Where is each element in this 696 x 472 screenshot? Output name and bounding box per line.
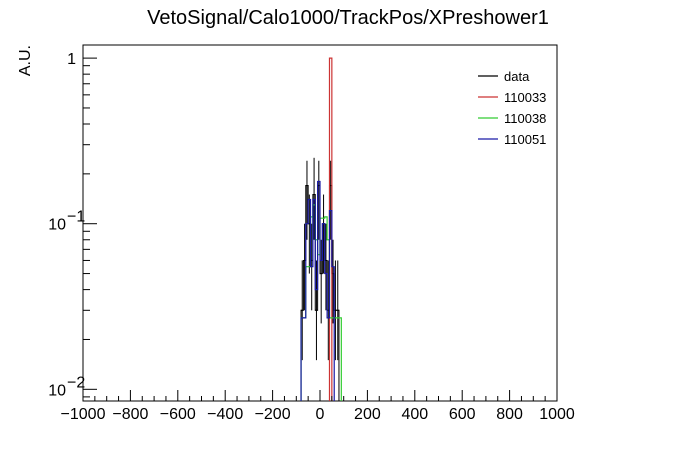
x-tick-label: 1000: [539, 406, 575, 423]
x-tick-label: −400: [207, 406, 243, 423]
x-tick-label: 600: [449, 406, 476, 423]
y-axis-label: A.U.: [17, 45, 34, 76]
legend: data 110033 110038 110051: [478, 69, 546, 147]
legend-label-110051: 110051: [504, 132, 546, 147]
legend-label-data: data: [504, 69, 530, 84]
x-tick-label: 800: [496, 406, 523, 423]
x-tick-label: 400: [401, 406, 428, 423]
x-tick-label: −200: [255, 406, 291, 423]
y-tick-label: 10: [48, 382, 66, 399]
x-tick-label: 200: [354, 406, 381, 423]
axes: −1000 −800 −600 −400 −200 0 200 400 600 800 1000 10…: [48, 51, 575, 423]
legend-label-110033: 110033: [504, 90, 546, 105]
legend-label-110038: 110038: [504, 111, 546, 126]
y-tick-label: 10: [48, 217, 66, 234]
data-series: [300, 57, 342, 401]
y-tick-label: 1: [67, 51, 76, 68]
series-110051-step: [300, 180, 335, 401]
x-tick-label: −1000: [61, 406, 106, 423]
chart-title: VetoSignal/Calo1000/TrackPos/XPreshower1: [147, 7, 549, 29]
x-tick-label: −800: [112, 406, 148, 423]
y-tick-exponent: −1: [67, 209, 85, 226]
x-tick-label: 0: [316, 406, 325, 423]
x-tick-label: −600: [160, 406, 196, 423]
y-tick-exponent: −2: [67, 374, 85, 391]
